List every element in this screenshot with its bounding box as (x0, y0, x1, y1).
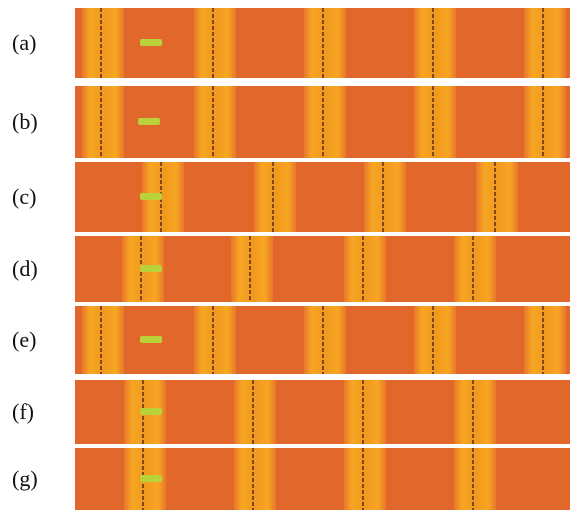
stripe (414, 86, 456, 158)
stripe (304, 306, 346, 374)
micrograph-panel (75, 380, 570, 444)
figure: (a) (b) (c) (d) (e) (f) (g) (0, 0, 574, 510)
panel-label: (g) (12, 466, 38, 491)
stripe (414, 8, 456, 78)
stripe (454, 448, 496, 510)
stripe (344, 236, 386, 302)
stripe (231, 236, 273, 302)
stripe (194, 86, 236, 158)
stripe (454, 236, 496, 302)
stripe (524, 8, 566, 78)
stripe (82, 8, 124, 78)
stripe (344, 380, 386, 444)
stripe (524, 86, 566, 158)
marker (140, 39, 162, 46)
marker (140, 265, 162, 272)
micrograph-panel (75, 306, 570, 374)
stripe (234, 448, 276, 510)
stripe (82, 306, 124, 374)
micrograph-panel (75, 236, 570, 302)
panel-label: (f) (12, 399, 34, 424)
marker (140, 336, 162, 343)
stripe (344, 448, 386, 510)
stripe (194, 306, 236, 374)
micrograph-panel (75, 86, 570, 158)
stripe (82, 86, 124, 158)
stripe (476, 162, 518, 232)
panel-label: (b) (12, 109, 38, 134)
stripe (414, 306, 456, 374)
marker (140, 193, 162, 200)
stripe (364, 162, 406, 232)
marker (140, 408, 162, 415)
micrograph-panel (75, 448, 570, 510)
stripe (234, 380, 276, 444)
micrograph-panel (75, 162, 570, 232)
stripe (304, 8, 346, 78)
panel-label: (e) (12, 327, 36, 352)
stripe (304, 86, 346, 158)
stripe (454, 380, 496, 444)
micrograph-panel (75, 8, 570, 78)
marker (140, 475, 162, 482)
stripe (194, 8, 236, 78)
panel-label: (a) (12, 30, 36, 55)
panel-label: (c) (12, 184, 36, 209)
panel-label: (d) (12, 256, 38, 281)
stripe (524, 306, 566, 374)
marker (138, 118, 160, 125)
stripe (254, 162, 296, 232)
